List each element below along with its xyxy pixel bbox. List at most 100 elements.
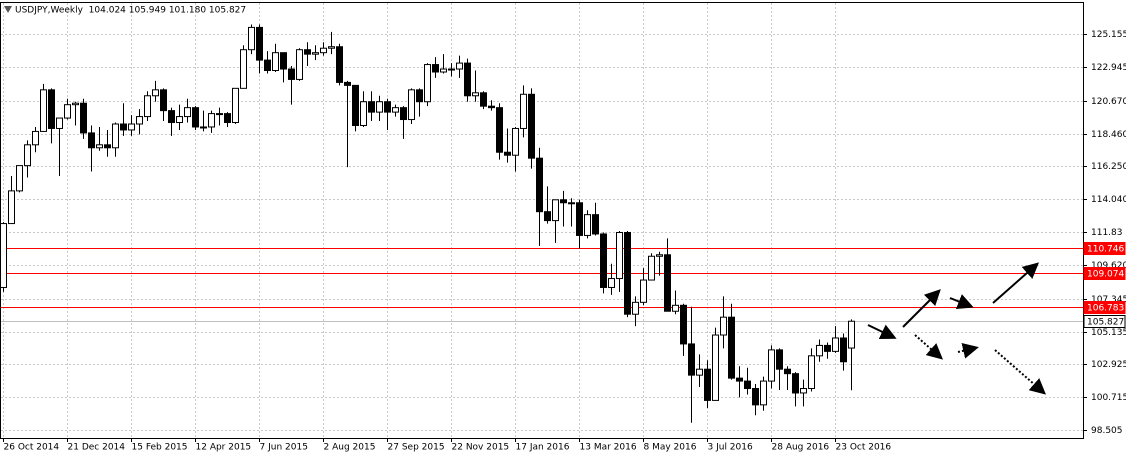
symbol-icon: [4, 6, 12, 13]
candle-body: [240, 49, 247, 89]
candle-body: [296, 49, 303, 80]
candle-body: [184, 107, 191, 118]
candle-body: [680, 304, 687, 345]
y-tick-label: 120.670: [1091, 97, 1126, 107]
candle-body: [368, 101, 375, 113]
level-label-box: [1083, 301, 1126, 314]
candle-body: [568, 202, 575, 205]
candle-body: [328, 46, 335, 49]
x-tick-label: 26 Oct 2014: [4, 443, 60, 453]
candle-body: [472, 92, 479, 97]
candle-body: [208, 113, 215, 128]
candle-body: [592, 214, 599, 235]
candle-body: [136, 116, 143, 125]
candle-body: [464, 62, 471, 97]
chart-title: USDJPY,Weekly 104.024 105.949 101.180 10…: [15, 6, 246, 16]
candle-body: [632, 301, 639, 315]
candle-body: [56, 117, 63, 129]
candle-body: [728, 316, 735, 379]
candle-body: [416, 89, 423, 103]
candle-body: [440, 68, 447, 73]
candle-body: [384, 101, 391, 113]
candle-body: [792, 373, 799, 394]
y-tick-label: 102.925: [1091, 360, 1126, 370]
y-tick-label: 107.345: [1091, 295, 1126, 305]
candle-body: [808, 355, 815, 390]
level-label: 110.746: [1087, 245, 1124, 255]
y-tick-label: 105.135: [1091, 328, 1126, 338]
candle-body: [704, 368, 711, 401]
candle-body: [120, 123, 127, 131]
candle-body: [32, 130, 39, 146]
candle-body: [0, 223, 7, 288]
x-tick-label: 13 Mar 2016: [580, 443, 637, 453]
x-tick-label: 17 Jan 2016: [516, 443, 570, 453]
candle-body: [496, 107, 503, 153]
candle-body: [64, 104, 71, 119]
candle-body: [456, 62, 463, 70]
y-tick-label: 111.83: [1091, 228, 1123, 238]
candle-body: [504, 151, 511, 156]
candle-body: [344, 81, 351, 86]
candle-body: [616, 231, 623, 280]
arrow-dotted: [994, 349, 1047, 395]
candle-body: [656, 254, 663, 257]
candle-body: [536, 157, 543, 213]
candle-body: [200, 126, 207, 129]
candle-body: [264, 59, 271, 72]
candle-body: [608, 278, 615, 288]
level-label: 105.827: [1087, 318, 1124, 328]
candle-body: [48, 89, 55, 129]
candle-body: [528, 93, 535, 159]
candle-body: [840, 337, 847, 363]
level-label: 106.783: [1087, 304, 1124, 314]
x-tick-label: 2 Aug 2015: [324, 443, 376, 453]
arrow: [949, 294, 974, 309]
candle-body: [784, 368, 791, 375]
candle-body: [192, 107, 199, 128]
candle-body: [448, 68, 455, 71]
level-label: 109.074: [1087, 270, 1124, 280]
candle-body: [8, 190, 15, 225]
candle-body: [224, 113, 231, 124]
candle-body: [80, 102, 87, 134]
x-tick-label: 7 Jun 2015: [260, 443, 308, 453]
candle-body: [408, 89, 415, 121]
forecast-arrows: [867, 262, 1047, 395]
candle-body: [160, 89, 167, 112]
candle-body: [752, 388, 759, 406]
x-tick-label: 21 Dec 2014: [68, 443, 126, 453]
candle-body: [232, 87, 239, 124]
y-tick-label: 125.155: [1091, 30, 1126, 40]
candle-body: [336, 46, 343, 83]
candle-body: [88, 132, 95, 149]
candle-body: [144, 95, 151, 118]
candle-body: [512, 127, 519, 156]
candle-body: [360, 101, 367, 126]
candle-body: [280, 52, 287, 70]
y-tick-label: 118.460: [1091, 130, 1126, 140]
x-tick-label: 12 Apr 2015: [196, 443, 252, 453]
candle-body: [400, 107, 407, 121]
y-tick-label: 100.715: [1091, 393, 1126, 403]
y-tick-label: 109.620: [1091, 261, 1126, 271]
candle-body: [288, 68, 295, 80]
candle-body: [712, 334, 719, 401]
candle-body: [216, 113, 223, 116]
candle-body: [552, 199, 559, 222]
candle-body: [128, 123, 135, 131]
candle-body: [816, 344, 823, 357]
candle-body: [432, 64, 439, 73]
candle-body: [600, 233, 607, 288]
x-tick-label: 27 Sep 2015: [388, 443, 445, 453]
candle-body: [392, 107, 399, 113]
candle-body: [272, 52, 279, 72]
candle-body: [744, 380, 751, 390]
arrow: [902, 289, 941, 328]
candle-body: [104, 144, 111, 149]
candle-body: [480, 92, 487, 107]
candle-body: [424, 64, 431, 103]
candle-body: [488, 105, 495, 109]
grid: [1, 3, 1087, 442]
x-tick-label: 28 Aug 2016: [772, 443, 830, 453]
